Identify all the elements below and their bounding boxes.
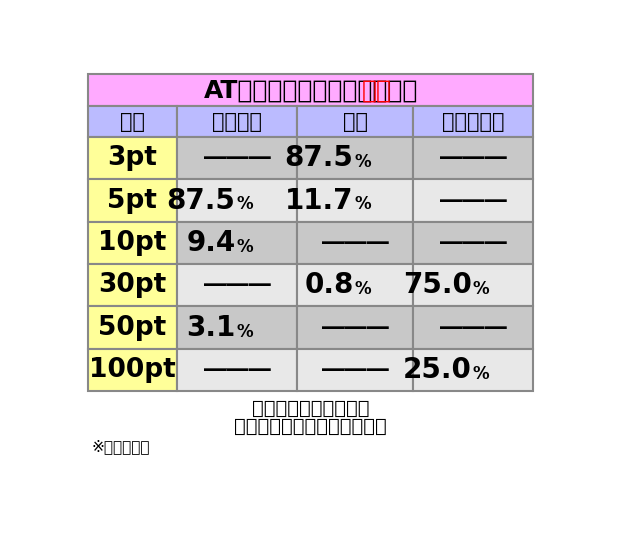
Text: ―――: ――― bbox=[322, 317, 388, 338]
FancyBboxPatch shape bbox=[88, 107, 177, 137]
Text: ベル: ベル bbox=[342, 112, 367, 132]
FancyBboxPatch shape bbox=[177, 107, 297, 137]
Text: %: % bbox=[236, 195, 253, 214]
Text: ―――: ――― bbox=[322, 360, 388, 380]
FancyBboxPatch shape bbox=[88, 222, 177, 264]
FancyBboxPatch shape bbox=[413, 137, 533, 179]
Text: ―――: ――― bbox=[204, 360, 270, 380]
Text: 75.0: 75.0 bbox=[403, 271, 472, 299]
Text: 9.4: 9.4 bbox=[186, 229, 236, 257]
Text: リプレイ: リプレイ bbox=[212, 112, 262, 132]
Text: %: % bbox=[355, 280, 371, 298]
Text: AT中ボーナス【マス色一致】: AT中ボーナス【マス色一致】 bbox=[204, 78, 418, 102]
FancyBboxPatch shape bbox=[177, 264, 297, 306]
Text: ―――: ――― bbox=[204, 148, 270, 168]
FancyBboxPatch shape bbox=[88, 264, 177, 306]
Text: 全状況共通で紫マスは: 全状況共通で紫マスは bbox=[252, 399, 369, 418]
Text: %: % bbox=[472, 280, 489, 298]
FancyBboxPatch shape bbox=[413, 107, 533, 137]
FancyBboxPatch shape bbox=[413, 349, 533, 391]
FancyBboxPatch shape bbox=[413, 179, 533, 222]
FancyBboxPatch shape bbox=[297, 264, 413, 306]
Text: 100pt: 100pt bbox=[89, 357, 176, 383]
FancyBboxPatch shape bbox=[297, 137, 413, 179]
FancyBboxPatch shape bbox=[88, 349, 177, 391]
Text: 30pt: 30pt bbox=[98, 272, 166, 298]
FancyBboxPatch shape bbox=[413, 264, 533, 306]
FancyBboxPatch shape bbox=[177, 137, 297, 179]
FancyBboxPatch shape bbox=[88, 306, 177, 349]
FancyBboxPatch shape bbox=[88, 137, 177, 179]
FancyBboxPatch shape bbox=[297, 349, 413, 391]
Text: 11.7: 11.7 bbox=[285, 187, 353, 215]
FancyBboxPatch shape bbox=[413, 222, 533, 264]
Text: ―――: ――― bbox=[440, 148, 507, 168]
Text: 25.0: 25.0 bbox=[403, 356, 472, 384]
FancyBboxPatch shape bbox=[177, 179, 297, 222]
Text: 10pt: 10pt bbox=[98, 230, 166, 256]
FancyBboxPatch shape bbox=[297, 222, 413, 264]
Text: ―――: ――― bbox=[322, 233, 388, 253]
Text: 5pt: 5pt bbox=[108, 188, 157, 214]
FancyBboxPatch shape bbox=[88, 74, 533, 107]
FancyBboxPatch shape bbox=[297, 107, 413, 137]
Text: 一致: 一致 bbox=[362, 78, 392, 102]
FancyBboxPatch shape bbox=[413, 306, 533, 349]
Text: 0.8: 0.8 bbox=[304, 271, 353, 299]
FancyBboxPatch shape bbox=[297, 179, 413, 222]
Text: チャンス役: チャンス役 bbox=[442, 112, 504, 132]
FancyBboxPatch shape bbox=[88, 179, 177, 222]
Text: 萌力: 萌力 bbox=[120, 112, 145, 132]
Text: 87.5: 87.5 bbox=[166, 187, 236, 215]
Text: ―――: ――― bbox=[440, 233, 507, 253]
Text: 50pt: 50pt bbox=[98, 315, 166, 341]
Text: 3pt: 3pt bbox=[108, 145, 157, 171]
Text: ―――: ――― bbox=[204, 275, 270, 295]
FancyBboxPatch shape bbox=[177, 222, 297, 264]
FancyBboxPatch shape bbox=[177, 306, 297, 349]
Text: 3.1: 3.1 bbox=[186, 314, 236, 342]
Text: %: % bbox=[236, 238, 253, 256]
FancyBboxPatch shape bbox=[177, 349, 297, 391]
Text: %: % bbox=[355, 153, 371, 171]
Text: ―――: ――― bbox=[440, 190, 507, 211]
Text: %: % bbox=[236, 322, 253, 341]
Text: %: % bbox=[355, 195, 371, 214]
FancyBboxPatch shape bbox=[297, 306, 413, 349]
Text: どの小役でも一致扱いで抽選: どの小役でも一致扱いで抽選 bbox=[234, 417, 387, 436]
Text: 87.5: 87.5 bbox=[285, 144, 353, 172]
Text: ※全設定共通: ※全設定共通 bbox=[92, 439, 150, 454]
Text: %: % bbox=[472, 365, 489, 383]
Text: ―――: ――― bbox=[440, 317, 507, 338]
